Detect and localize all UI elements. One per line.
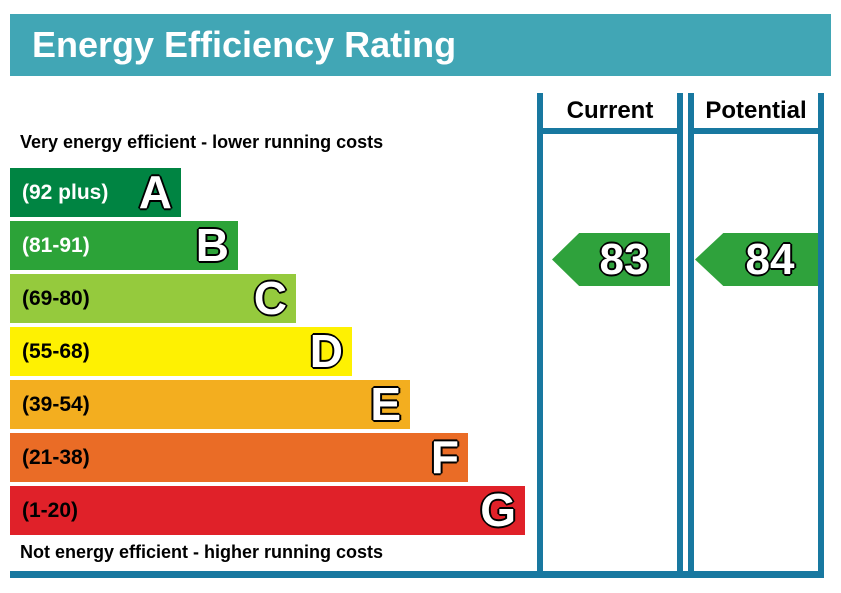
bottom-note: Not energy efficient - higher running co…	[20, 542, 384, 562]
band-g: (1-20) G	[10, 486, 525, 535]
band-d: (55-68) D	[10, 327, 352, 376]
band-e-letter: E	[370, 378, 401, 430]
band-f-range: (21-38)	[22, 446, 90, 469]
band-c-letter: C	[253, 272, 287, 324]
page-title: Energy Efficiency Rating	[10, 14, 831, 76]
band-a-range: (92 plus)	[22, 181, 109, 204]
potential-rating-arrow: 84	[695, 233, 818, 286]
band-d-range: (55-68)	[22, 340, 90, 363]
potential-rating-value: 84	[745, 234, 795, 284]
current-rating-value: 83	[599, 234, 649, 284]
band-a: (92 plus) A	[10, 168, 181, 217]
potential-column-header: Potential	[694, 93, 818, 134]
band-c: (69-80) C	[10, 274, 296, 323]
band-b-range: (81-91)	[22, 234, 90, 257]
band-d-letter: D	[309, 325, 343, 377]
top-note: Very energy efficient - lower running co…	[20, 132, 384, 152]
bottom-frame-line	[10, 571, 824, 578]
band-f: (21-38) F	[10, 433, 468, 482]
band-b: (81-91) B	[10, 221, 238, 270]
band-e: (39-54) E	[10, 380, 410, 429]
current-column-header: Current	[543, 93, 677, 134]
current-rating-arrow: 83	[552, 233, 670, 286]
band-g-letter: G	[480, 484, 516, 536]
band-c-range: (69-80)	[22, 287, 90, 310]
band-e-range: (39-54)	[22, 393, 90, 416]
band-f-letter: F	[430, 431, 459, 483]
band-g-range: (1-20)	[22, 499, 79, 522]
current-column: Current	[537, 93, 683, 578]
potential-column: Potential	[688, 93, 824, 578]
band-a-letter: A	[138, 166, 172, 218]
band-b-letter: B	[195, 219, 229, 271]
